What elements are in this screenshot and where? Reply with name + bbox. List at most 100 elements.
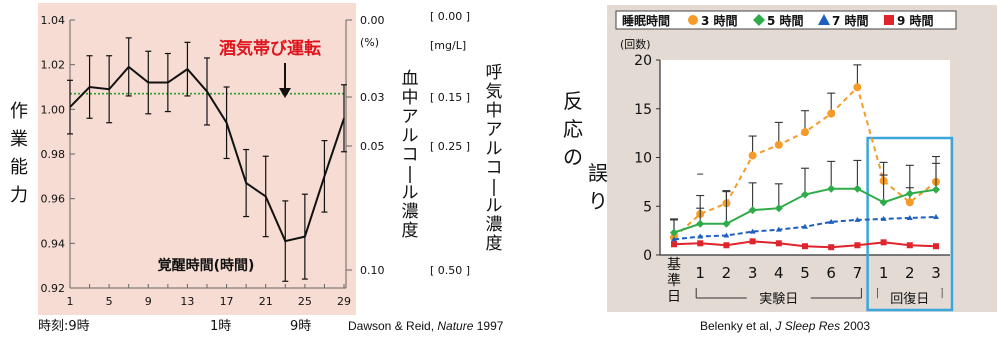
series-point (932, 185, 940, 194)
series-point (854, 216, 861, 222)
right-tick-label: 0.10 (360, 264, 385, 277)
plot-background (38, 3, 356, 315)
series-point (853, 184, 862, 193)
legend-marker (884, 15, 894, 25)
citation-left: Dawson & Reid, Nature 1997 (348, 319, 504, 333)
blood-alcohol-label-char: | (407, 164, 413, 184)
citation-right: Belenky et al, J Sleep Res 2003 (700, 319, 870, 333)
recovery-days-bracket-label-bg (877, 289, 942, 307)
series-point (723, 232, 730, 238)
plot-area (660, 60, 950, 255)
y-tick-label: 0.96 (41, 193, 66, 206)
x-tick-label: 2 (722, 264, 732, 282)
y-axis-unit: (回数) (620, 38, 651, 51)
breath-axis-unit: [mg/L] (430, 39, 466, 52)
x-tick-label: 6 (826, 264, 836, 282)
x-tick-label: 1 (879, 264, 889, 282)
series-point (697, 233, 704, 239)
breath-tick-label: [ 0.00 ] (430, 10, 470, 23)
y-tick-label: 0 (643, 248, 652, 264)
breath-alcohol-label-char: 濃 (486, 215, 503, 235)
series-point (775, 226, 782, 232)
series-point (828, 244, 835, 251)
y-tick-label: 5 (643, 199, 652, 215)
y-axis-label-col2-char: り (588, 189, 608, 213)
legend-title: 睡眠時間 (622, 13, 670, 28)
citation-journal: Nature (437, 319, 473, 333)
y-axis-label-char: 能 (10, 157, 28, 178)
series-point (879, 198, 888, 207)
x-tick-label: 7 (853, 264, 863, 282)
series-point (801, 190, 809, 199)
blood-alcohol-label-char: コ (402, 145, 419, 165)
x-tick-baseline-label-char: 日 (667, 289, 681, 305)
right-tick-label: 0.00 (360, 14, 385, 27)
x-tick-baseline-label: 基準日 (667, 256, 681, 305)
series-point (853, 83, 862, 92)
series-point (905, 198, 914, 207)
x-tick-label: 5 (106, 295, 113, 308)
series-point (671, 236, 677, 242)
x-tick-baseline-label-char: 準 (667, 273, 681, 289)
series-point (774, 140, 783, 149)
blood-alcohol-label-char: 血 (402, 69, 419, 89)
x-tick-label: 4 (774, 264, 784, 282)
series-point (749, 238, 756, 245)
series-point (880, 215, 887, 221)
drunk-driving-annotation: 酒気帯び運転 (219, 38, 321, 59)
series-point (749, 228, 756, 234)
legend-box (615, 10, 957, 30)
citation-authors: Dawson & Reid, (348, 319, 437, 333)
breath-tick-label: [ 0.15 ] (430, 91, 470, 104)
series-point (828, 218, 835, 224)
y-axis-label-col1: 反応の (563, 89, 583, 169)
clock-mark-1: 1時 (210, 319, 231, 334)
y-tick-label: 0.94 (41, 237, 66, 250)
series-point (670, 228, 678, 237)
breath-alcohol-label-char: | (491, 177, 497, 197)
y-axis-label-char: 業 (10, 129, 28, 150)
arrow-head (279, 88, 291, 98)
blood-alcohol-label-char: 度 (402, 221, 419, 241)
x-tick-label: 25 (298, 295, 312, 308)
series-point (801, 128, 809, 137)
legend-label: 7 時間 (832, 13, 869, 28)
breath-alcohol-label-char: ル (486, 196, 503, 216)
legend-marker (818, 14, 830, 25)
series-point (827, 109, 836, 118)
y-axis-label-col2: 誤り (588, 161, 608, 213)
y-tick-label: 0.98 (41, 148, 66, 161)
series-point (905, 189, 914, 198)
series-point (774, 204, 783, 213)
series-point (723, 242, 730, 249)
y-tick-label: 1.00 (41, 103, 66, 116)
series-point (933, 243, 939, 250)
blood-alcohol-label-char: ア (402, 107, 419, 127)
series-point (933, 213, 939, 219)
citation-year: 2003 (840, 319, 870, 333)
legend-label: 9 時間 (897, 13, 934, 28)
breath-alcohol-label-char: 中 (486, 101, 503, 121)
x-tick-label: 9 (145, 295, 152, 308)
clock-label: 時刻:9時 (38, 319, 90, 334)
y-axis-label-col1-char: 反 (563, 89, 583, 113)
y-axis-label-char: 力 (10, 185, 28, 206)
blood-alcohol-label-char: ル (402, 126, 419, 146)
right-tick-label: 0.05 (360, 140, 385, 153)
series-point (748, 151, 757, 160)
series-point (697, 240, 704, 247)
breath-tick-label: [ 0.25 ] (430, 140, 470, 153)
legend-label: 5 時間 (767, 13, 804, 28)
y-tick-label: 1.04 (41, 14, 66, 27)
clock-mark-9: 9時 (290, 319, 311, 334)
series-point (775, 240, 782, 247)
series-point (671, 241, 677, 248)
breath-tick-label: [ 0.50 ] (430, 264, 470, 277)
citation-year: 1997 (473, 319, 503, 333)
y-tick-label: 20 (634, 53, 652, 69)
series-point (906, 242, 913, 249)
right-tick-label: 0.03 (360, 91, 385, 104)
blood-alcohol-label-char: ル (402, 183, 419, 203)
